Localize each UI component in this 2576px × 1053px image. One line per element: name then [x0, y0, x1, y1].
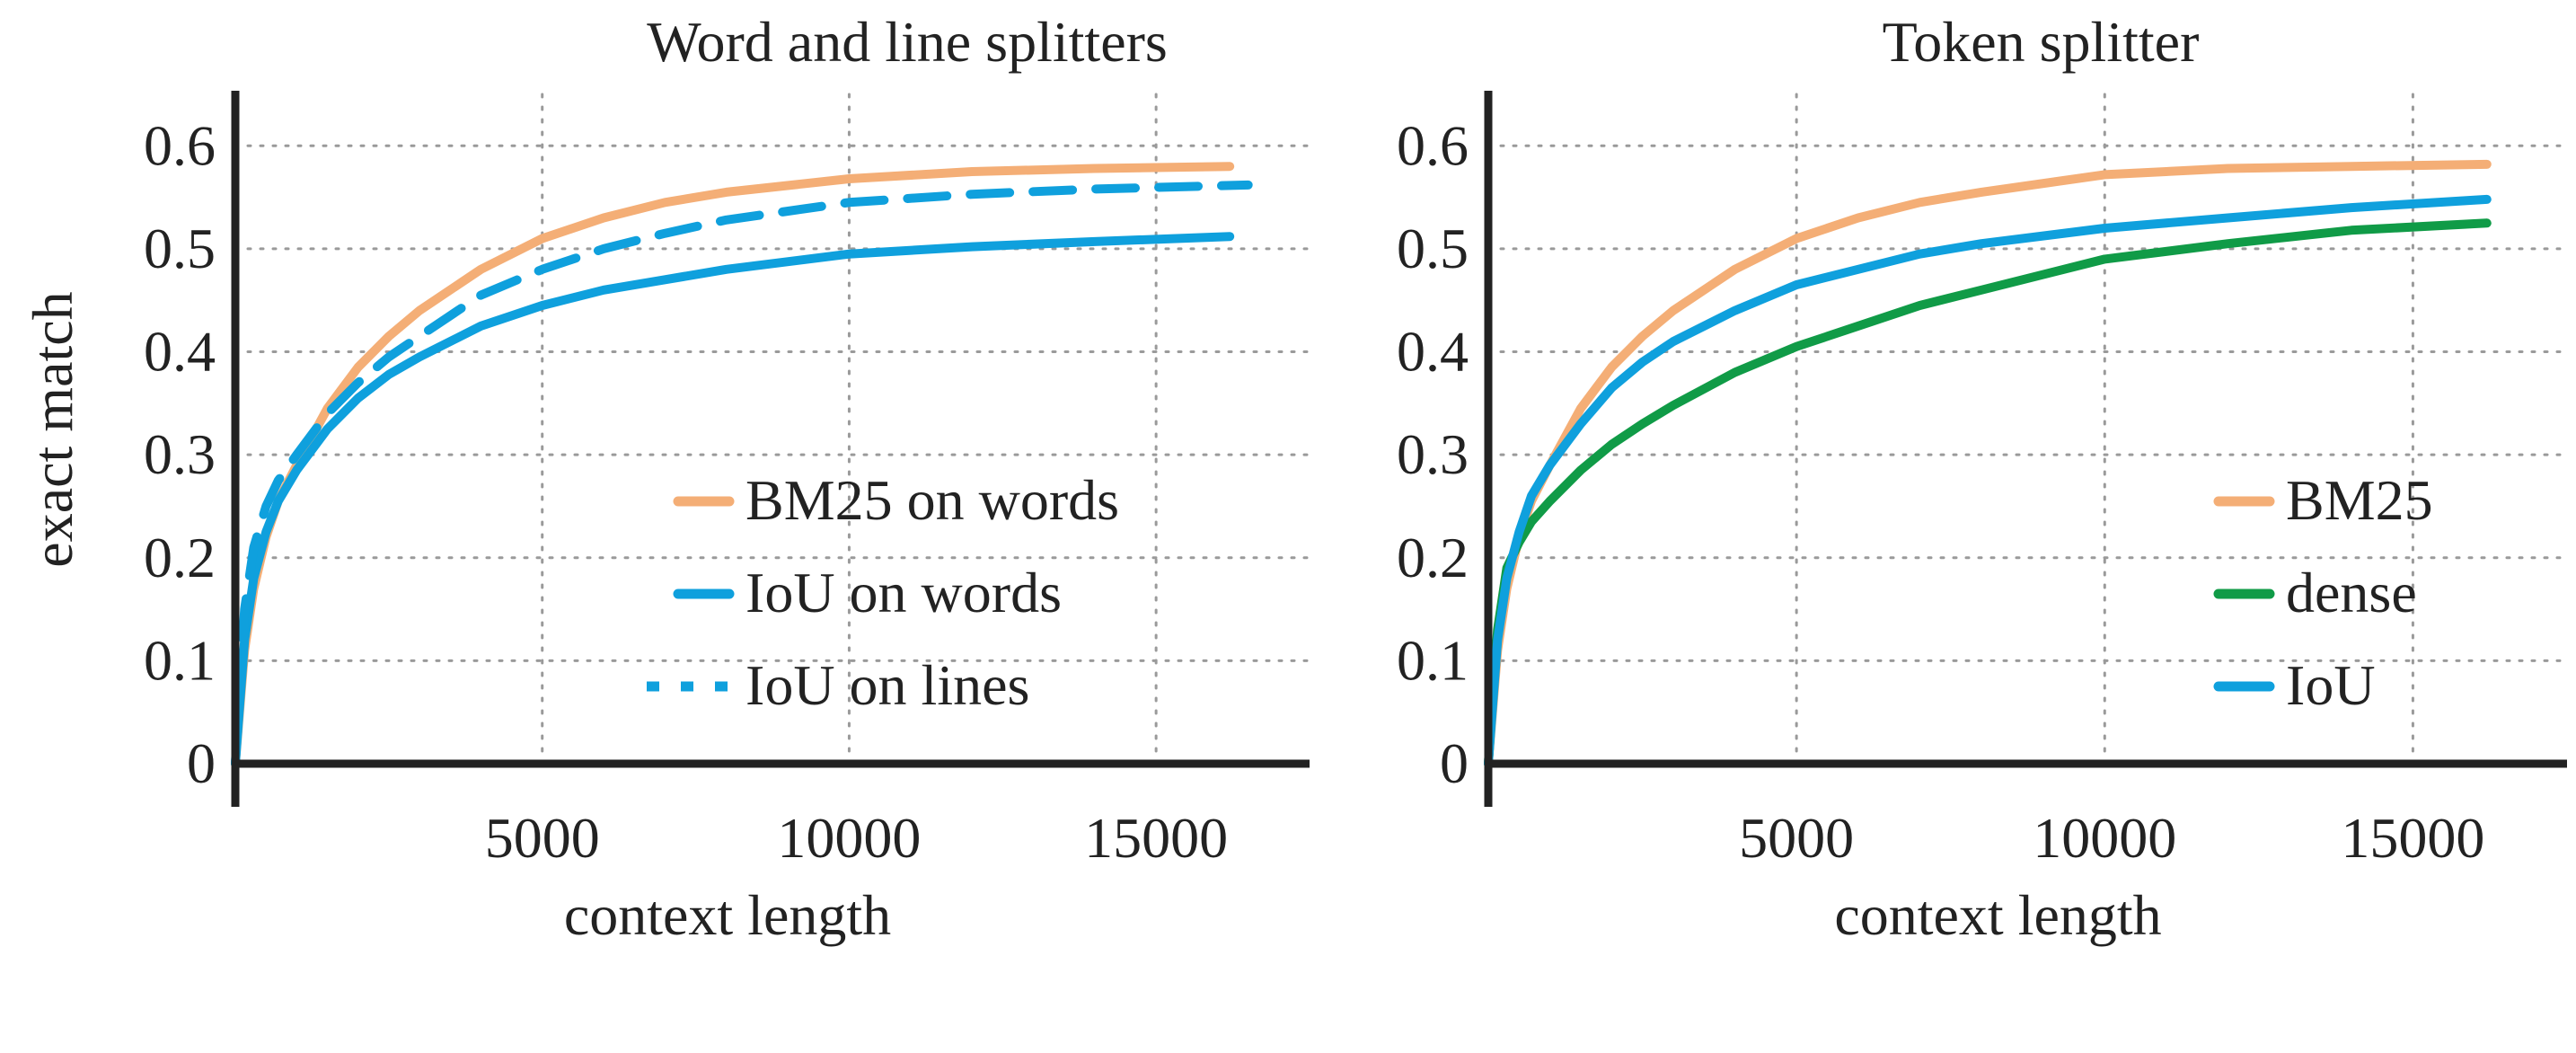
legend-item: IoU on words [673, 561, 1062, 624]
legend: BM25 dense IoU [2213, 468, 2433, 717]
series-line-bm25-on-words [231, 162, 1235, 768]
x-tick-label: 5000 [485, 806, 600, 870]
legend-item: BM25 [2213, 468, 2433, 532]
legend-label: BM25 [2286, 468, 2433, 532]
y-axis-label: exact match [21, 291, 84, 567]
y-tick-label: 0.6 [1397, 113, 1469, 177]
y-tick-label: 0 [1440, 731, 1469, 795]
legend-label: IoU on words [745, 561, 1062, 624]
y-tick-label: 0.3 [1397, 422, 1469, 486]
legend: BM25 on words IoU on words IoU on lines [647, 468, 1119, 717]
y-tick-label: 0.4 [144, 320, 216, 384]
x-tick-label: 10000 [2033, 806, 2176, 870]
y-tick-label: 0.2 [1397, 526, 1469, 589]
x-tick-label: 10000 [777, 806, 921, 870]
y-tick-label: 0.1 [1397, 628, 1469, 692]
series-line-iou [1484, 194, 2492, 768]
x-tick-label: 15000 [2341, 806, 2484, 870]
legend-label: IoU on lines [745, 653, 1029, 717]
y-tick-label: 0 [187, 731, 216, 795]
y-tick-label: 0.2 [144, 526, 216, 589]
legend-label: IoU [2286, 653, 2376, 717]
series-line-iou-on-lines [231, 180, 1253, 768]
y-tick-label: 0.5 [1397, 217, 1469, 280]
legend-item: IoU on lines [647, 653, 1029, 717]
chart-title: Word and line splitters [647, 10, 1168, 74]
legend-label: dense [2286, 561, 2417, 624]
y-tick-label: 0.4 [1397, 320, 1469, 384]
legend-item: dense [2213, 561, 2417, 624]
chart-title: Token splitter [1883, 10, 2200, 74]
panel-word-line-splitters: 0 0.1 0.2 0.3 0.4 0.5 0.6 5000 10000 15000 Word an… [21, 10, 1311, 947]
x-axis-label: context length [1834, 883, 2161, 947]
x-tick-label: 5000 [1739, 806, 1854, 870]
x-axis-label: context length [564, 883, 891, 947]
legend-item: BM25 on words [673, 468, 1119, 532]
y-tick-label: 0.1 [144, 628, 216, 692]
legend-item: IoU [2213, 653, 2376, 717]
y-tick-label: 0.6 [144, 113, 216, 177]
y-tick-label: 0.3 [144, 422, 216, 486]
legend-label: BM25 on words [745, 468, 1119, 532]
y-tick-label: 0.5 [144, 217, 216, 280]
panel-token-splitter: 0 0.1 0.2 0.3 0.4 0.5 0.6 5000 10000 15000 Token s… [1397, 10, 2569, 947]
x-tick-label: 15000 [1084, 806, 1228, 870]
series-line-iou-on-words [231, 232, 1235, 768]
